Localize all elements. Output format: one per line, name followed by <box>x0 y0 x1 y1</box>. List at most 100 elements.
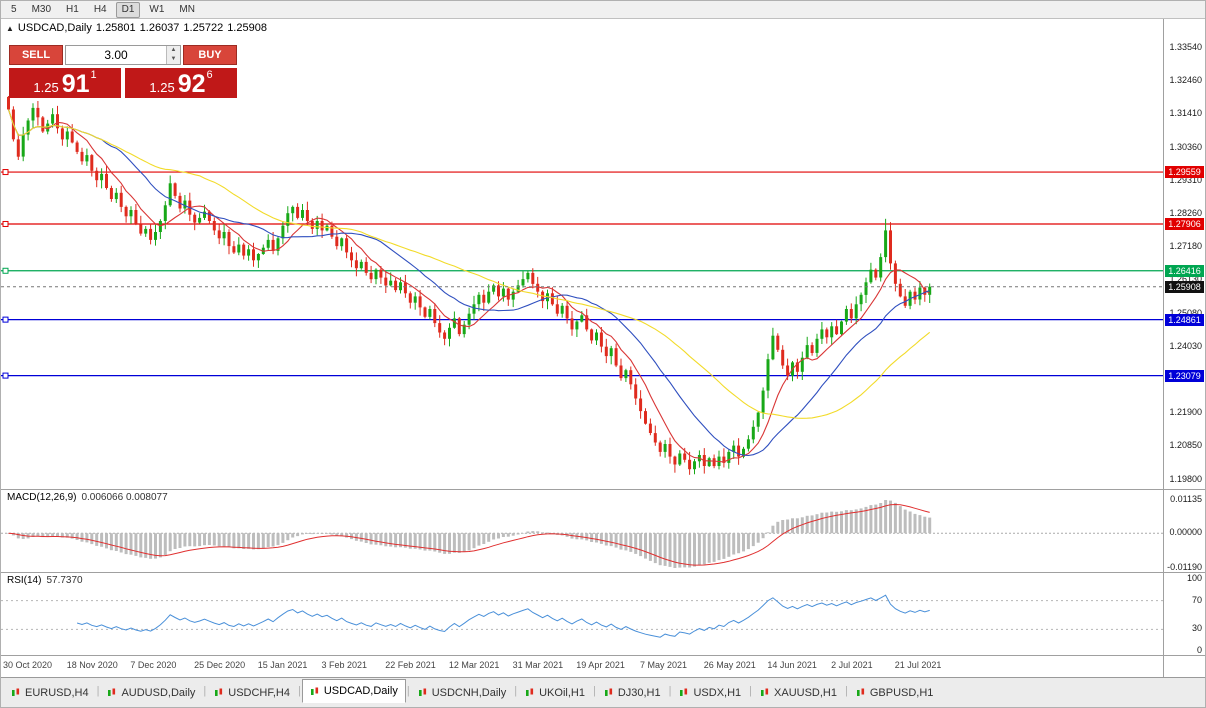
hline-handle[interactable] <box>2 169 9 176</box>
volume-input[interactable]: 3.00 ▲ ▼ <box>65 45 181 65</box>
buy-price-point: 6 <box>206 69 213 81</box>
price-axis-label: 1.28260 <box>1169 208 1202 218</box>
price-axis-label: 1.27180 <box>1169 241 1202 252</box>
hline-handle[interactable] <box>2 316 9 323</box>
sell-price-point: 1 <box>90 69 97 81</box>
tab-label: GBPUSD,H1 <box>869 686 934 699</box>
tab-separator: | <box>514 684 518 697</box>
price-axis[interactable]: 1.33540 1.32460 1.31410 1.30360 1.29310 1.282… <box>1163 19 1205 677</box>
rsi-chart[interactable] <box>1 573 1165 655</box>
one-click-toggle-arrow[interactable]: ▲ <box>6 24 14 33</box>
hline-badge-pivot-green: 1.26416 <box>1165 264 1204 277</box>
chart-tab-usdcnh[interactable]: USDCNH,Daily <box>411 682 514 703</box>
ohlc-high: 1.26037 <box>139 22 180 34</box>
sell-price-pips: 91 <box>61 70 90 98</box>
price-panel: ▲ USDCAD,Daily 1.25801 1.26037 1.25722 1.2590… <box>1 19 1205 489</box>
timeframe-button-d1[interactable]: D1 <box>115 1 141 18</box>
price-axis-label: 1.32460 <box>1169 75 1202 86</box>
axis-separator <box>1164 489 1205 490</box>
chart-icon <box>12 688 20 696</box>
tab-separator: | <box>844 684 848 697</box>
hline-badge-resistance-lower: 1.27906 <box>1165 217 1204 230</box>
chart-tab-eurusd[interactable]: EURUSD,H4 <box>4 682 96 703</box>
macd-histogram <box>7 500 932 568</box>
sell-price-prefix: 1.25 <box>33 80 59 95</box>
timeframe-button-mn[interactable]: MN <box>179 3 195 15</box>
date-label: 2 Jul 2021 <box>831 660 873 670</box>
chart-tab-bar: EURUSD,H4 | AUDUSD,Daily | USDCHF,H4 | USDCAD,… <box>1 677 1205 703</box>
buy-price-prefix: 1.25 <box>149 80 175 95</box>
hline-handle[interactable] <box>2 267 9 274</box>
rsi-name: RSI(14) <box>7 575 42 586</box>
rsi-panel: RSI(14) 57.7370 <box>1 572 1205 655</box>
chart-tab-usdcad[interactable]: USDCAD,Daily <box>301 679 406 703</box>
volume-down-button[interactable]: ▼ <box>167 55 180 64</box>
time-axis[interactable]: 30 Oct 2020 18 Nov 2020 7 Dec 2020 25 Dec 2… <box>1 655 1205 677</box>
macd-panel: MACD(12,26,9) 0.006066 0.008077 <box>1 489 1205 572</box>
chart-icon <box>856 688 864 696</box>
sell-price-display[interactable]: 1.25 91 1 <box>9 68 121 98</box>
price-axis-label: 1.33540 <box>1169 42 1202 52</box>
price-axis-label: 1.25080 <box>1169 307 1202 318</box>
rsi-axis-label: 30 <box>1191 623 1202 634</box>
macd-label: MACD(12,26,9) 0.006066 0.008077 <box>7 492 168 503</box>
timeframe-button-h4[interactable]: H4 <box>93 3 107 15</box>
ohlc-close: 1.25908 <box>227 22 267 34</box>
date-label: 19 Apr 2021 <box>576 660 625 670</box>
date-label: 30 Oct 2020 <box>3 660 53 670</box>
macd-signal-line <box>8 503 930 566</box>
chart-tab-ukoil[interactable]: UKOil,H1 <box>518 682 592 703</box>
chart-tab-dj30[interactable]: DJ30,H1 <box>597 682 668 703</box>
chart-icon <box>761 688 769 696</box>
chart-icon <box>418 688 426 696</box>
sell-button[interactable]: SELL <box>9 45 63 65</box>
chart-tab-usdchf[interactable]: USDCHF,H4 <box>207 682 297 703</box>
date-label: 26 May 2021 <box>703 660 756 670</box>
axis-separator <box>1164 572 1205 573</box>
chart-icon <box>680 688 688 696</box>
chart-icon <box>604 688 612 696</box>
chart-tab-gbpusd[interactable]: GBPUSD,H1 <box>849 682 941 703</box>
rsi-axis-label: 0 <box>1196 645 1202 655</box>
chart-icon <box>310 687 318 695</box>
price-axis-label: 1.20850 <box>1169 440 1202 451</box>
tab-label: UKOil,H1 <box>539 686 585 699</box>
ma-slow-line <box>7 109 931 419</box>
date-label: 12 Mar 2021 <box>448 660 500 670</box>
chart-tab-audusd[interactable]: AUDUSD,Daily <box>100 682 202 703</box>
hline-badge-resistance-upper: 1.29559 <box>1165 166 1204 179</box>
tab-label: AUDUSD,Daily <box>121 686 196 699</box>
volume-value[interactable]: 3.00 <box>104 48 128 62</box>
tab-separator: | <box>96 684 100 697</box>
macd-chart[interactable] <box>1 490 1165 572</box>
date-label: 15 Jan 2021 <box>257 660 308 670</box>
bottom-strip <box>1 703 1205 707</box>
price-chart[interactable] <box>1 19 1165 489</box>
timeframe-toolbar: 5 M30 H1 H4 D1 W1 MN <box>1 1 1205 19</box>
rsi-value: 57.7370 <box>46 575 83 586</box>
price-axis-label: 1.30360 <box>1169 141 1202 152</box>
chart-tab-xauusd[interactable]: XAUUSD,H1 <box>753 682 844 703</box>
timeframe-button-5[interactable]: 5 <box>11 3 17 15</box>
date-label: 31 Mar 2021 <box>512 660 564 670</box>
chart-tab-usdx[interactable]: USDX,H1 <box>672 682 748 703</box>
date-label: 18 Nov 2020 <box>66 660 118 670</box>
buy-button[interactable]: BUY <box>183 45 237 65</box>
timeframe-button-h1[interactable]: H1 <box>66 3 79 15</box>
buy-price-display[interactable]: 1.25 92 6 <box>125 68 237 98</box>
volume-up-button[interactable]: ▲ <box>167 46 180 55</box>
price-axis-label: 1.19800 <box>1169 473 1202 484</box>
hline-handle[interactable] <box>2 372 9 379</box>
hline-handle[interactable] <box>2 220 9 227</box>
timeframe-button-w1[interactable]: W1 <box>149 3 165 15</box>
timeframe-button-m30[interactable]: M30 <box>31 3 52 15</box>
chart-symbol-label: USDCAD,Daily <box>17 22 92 34</box>
chart-window: ▲ USDCAD,Daily 1.25801 1.26037 1.25722 1.2590… <box>1 19 1205 677</box>
chart-icon <box>108 688 116 696</box>
one-click-trading-panel: SELL 3.00 ▲ ▼ BUY 1.25 91 1 <box>9 45 237 98</box>
tab-label: USDCHF,H4 <box>228 686 290 699</box>
macd-axis-label: 0.00000 <box>1169 527 1202 538</box>
tab-separator: | <box>668 684 672 697</box>
buy-price-pips: 92 <box>177 70 206 98</box>
